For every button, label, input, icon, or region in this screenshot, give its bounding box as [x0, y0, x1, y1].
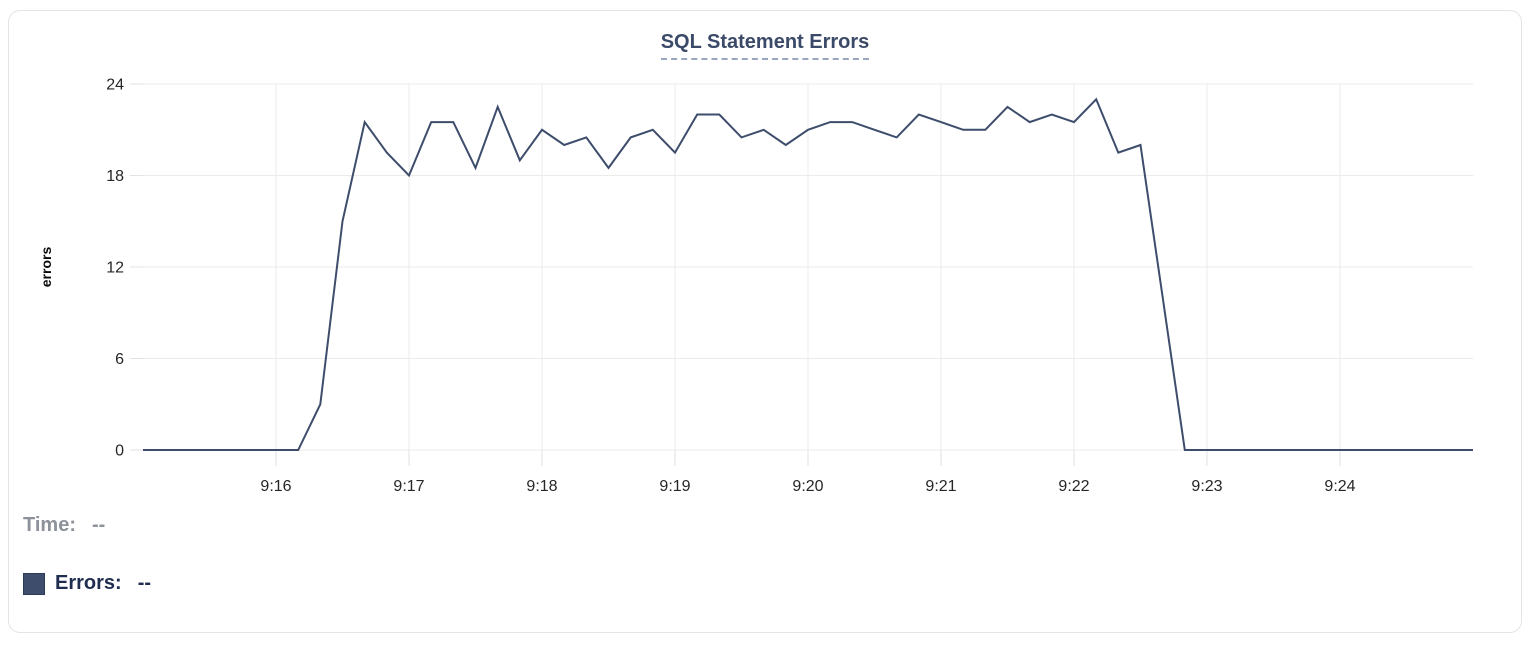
x-tick-label: 9:19 — [659, 478, 690, 495]
errors-series-swatch — [23, 572, 45, 595]
x-tick-label: 9:24 — [1324, 478, 1355, 495]
x-tick-label: 9:17 — [393, 478, 424, 495]
chart-title-link[interactable]: SQL Statement Errors — [660, 31, 870, 60]
x-tick-label: 9:23 — [1191, 478, 1222, 495]
y-axis-title: errors — [38, 247, 54, 288]
x-tick-label: 9:16 — [260, 478, 291, 495]
legend-errors-label: Errors: — [55, 572, 122, 594]
y-tick-label: 6 — [115, 351, 124, 368]
x-tick-label: 9:20 — [792, 478, 823, 495]
y-tick-label: 24 — [106, 77, 124, 94]
x-tick-label: 9:18 — [526, 478, 557, 495]
chart-card: SQL Statement Errors 0 6 12 18 24 9:16 9:17 9:1… — [8, 10, 1522, 633]
x-tick-label: 9:21 — [925, 478, 956, 495]
y-tick-label: 18 — [106, 168, 124, 185]
y-tick-label: 0 — [115, 443, 124, 460]
tooltip-time-value: -- — [91, 514, 106, 536]
errors-line-chart[interactable]: 0 6 12 18 24 9:16 9:17 9:18 9:19 9:20 9:21 9:22 9:23… — [9, 11, 1521, 506]
y-tick-label: 12 — [106, 260, 124, 277]
legend-errors-value: -- — [137, 572, 152, 594]
errors-line — [143, 97, 1473, 451]
chart-header: SQL Statement Errors — [9, 31, 1521, 60]
legend-errors-row[interactable]: Errors: -- — [23, 572, 151, 595]
tooltip-time-row: Time: -- — [23, 514, 105, 537]
tooltip-time-label: Time: — [23, 514, 76, 536]
x-tick-label: 9:22 — [1058, 478, 1089, 495]
